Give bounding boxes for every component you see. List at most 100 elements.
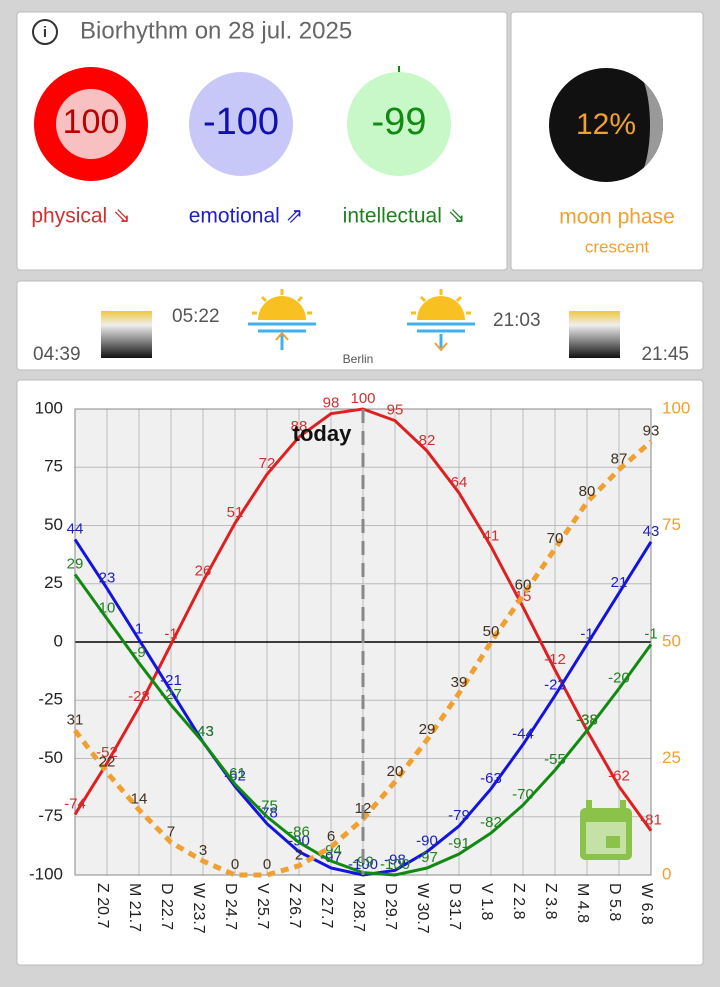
physical-value: 100 xyxy=(63,103,120,141)
x-tick-label: Z 27.7 xyxy=(318,883,335,928)
y-tick-label: -100 xyxy=(29,864,63,883)
data-label: 29 xyxy=(419,721,436,738)
data-label: 43 xyxy=(643,523,660,540)
x-tick-label: D 24.7 xyxy=(222,883,239,930)
intellectual-circle xyxy=(347,72,451,176)
dusk-icon xyxy=(569,311,620,358)
data-label: -20 xyxy=(608,670,630,687)
x-tick-label: Z 26.7 xyxy=(286,883,303,928)
y-tick-label: -25 xyxy=(38,690,63,709)
data-label: 3 xyxy=(199,842,207,859)
data-label: -74 xyxy=(64,795,86,812)
data-label: 72 xyxy=(259,455,276,472)
x-tick-label: D 22.7 xyxy=(158,883,175,930)
data-label: 7 xyxy=(167,823,175,840)
x-tick-label: M 4.8 xyxy=(574,883,591,923)
y2-tick-label: 0 xyxy=(662,864,671,883)
data-label: -1 xyxy=(580,625,593,642)
info-icon[interactable] xyxy=(32,19,58,45)
calendar-icon[interactable] xyxy=(580,800,632,860)
x-tick-label: D 29.7 xyxy=(382,883,399,930)
moon-dark xyxy=(610,68,650,182)
data-label: 82 xyxy=(419,432,436,449)
emotional-value: -100 xyxy=(203,101,279,143)
data-label: -78 xyxy=(256,805,278,822)
info-i: i xyxy=(43,24,47,41)
data-label: 10 xyxy=(99,600,116,617)
x-tick-label: Z 3.8 xyxy=(542,883,559,920)
data-label: 2 xyxy=(295,847,303,864)
title: Biorhythm on 28 jul. 2025 xyxy=(80,17,352,44)
data-label: -91 xyxy=(448,835,470,852)
data-label: -27 xyxy=(160,686,182,703)
x-tick-label: D 31.7 xyxy=(446,883,463,930)
data-label: -28 xyxy=(128,688,150,705)
x-tick-label: Z 2.8 xyxy=(510,883,527,920)
dusk-time: 21:45 xyxy=(641,344,689,365)
sunset-icon xyxy=(407,289,475,352)
data-label: 51 xyxy=(227,504,244,521)
data-label: 23 xyxy=(99,569,116,586)
data-label: -90 xyxy=(416,833,438,850)
data-label: 21 xyxy=(611,574,628,591)
data-label: 64 xyxy=(451,474,468,491)
data-label: 39 xyxy=(451,674,468,691)
data-label: 41 xyxy=(483,527,500,544)
data-label: -70 xyxy=(512,786,534,803)
x-tick-label: M 28.7 xyxy=(350,883,367,932)
physical-label: physical ⇘ xyxy=(31,205,130,228)
dawn-time: 04:39 xyxy=(33,344,81,365)
data-label: 1 xyxy=(135,621,143,638)
sunrise-time: 05:22 xyxy=(172,306,220,327)
data-label: 44 xyxy=(67,520,84,537)
y-tick-label: 100 xyxy=(35,398,63,417)
data-label: 88 xyxy=(291,418,308,435)
sun-panel xyxy=(16,280,704,371)
y-tick-label: 50 xyxy=(44,515,63,534)
data-label: 93 xyxy=(643,423,660,440)
data-label: -98 xyxy=(384,851,406,868)
data-label: 95 xyxy=(387,402,404,419)
data-label: 22 xyxy=(99,753,116,770)
sunrise-icon xyxy=(248,289,316,350)
data-label: 31 xyxy=(67,712,84,729)
data-label: -38 xyxy=(576,712,598,729)
moon-value: 12% xyxy=(576,108,636,141)
intellectual-label: intellectual ⇘ xyxy=(343,205,466,228)
y-tick-label: 25 xyxy=(44,573,63,592)
x-tick-label: W 6.8 xyxy=(638,883,655,925)
data-label: -44 xyxy=(512,725,534,742)
data-label: 29 xyxy=(67,555,84,572)
sunset-time: 21:03 xyxy=(493,310,541,331)
data-label: -94 xyxy=(320,842,342,859)
data-label: -82 xyxy=(480,814,502,831)
data-label: -1 xyxy=(164,625,177,642)
series-line xyxy=(73,439,653,878)
physical-inner xyxy=(56,89,126,159)
data-label: -52 xyxy=(96,744,118,761)
y-tick-label: 0 xyxy=(54,631,63,650)
y-tick-label: 75 xyxy=(44,457,63,476)
data-label: -86 xyxy=(288,823,310,840)
data-label: -63 xyxy=(480,770,502,787)
data-label: -21 xyxy=(160,672,182,689)
data-label: 87 xyxy=(611,451,628,468)
data-label: 50 xyxy=(483,623,500,640)
moon-label: moon phase xyxy=(559,206,675,229)
data-label: 70 xyxy=(547,530,564,547)
data-label: -55 xyxy=(544,751,566,768)
y2-tick-label: 75 xyxy=(662,515,681,534)
x-tick-label: W 30.7 xyxy=(414,883,431,934)
data-label: -43 xyxy=(192,723,214,740)
data-label: 98 xyxy=(323,395,340,412)
location: Berlin xyxy=(343,352,374,366)
data-label: -23 xyxy=(544,677,566,694)
data-label: -61 xyxy=(224,765,246,782)
data-label: 60 xyxy=(515,576,532,593)
data-label: 0 xyxy=(231,856,239,873)
data-label: -9 xyxy=(132,644,145,661)
today-label: today xyxy=(293,421,352,446)
data-label: 0 xyxy=(263,856,271,873)
emotional-circle xyxy=(189,72,293,176)
